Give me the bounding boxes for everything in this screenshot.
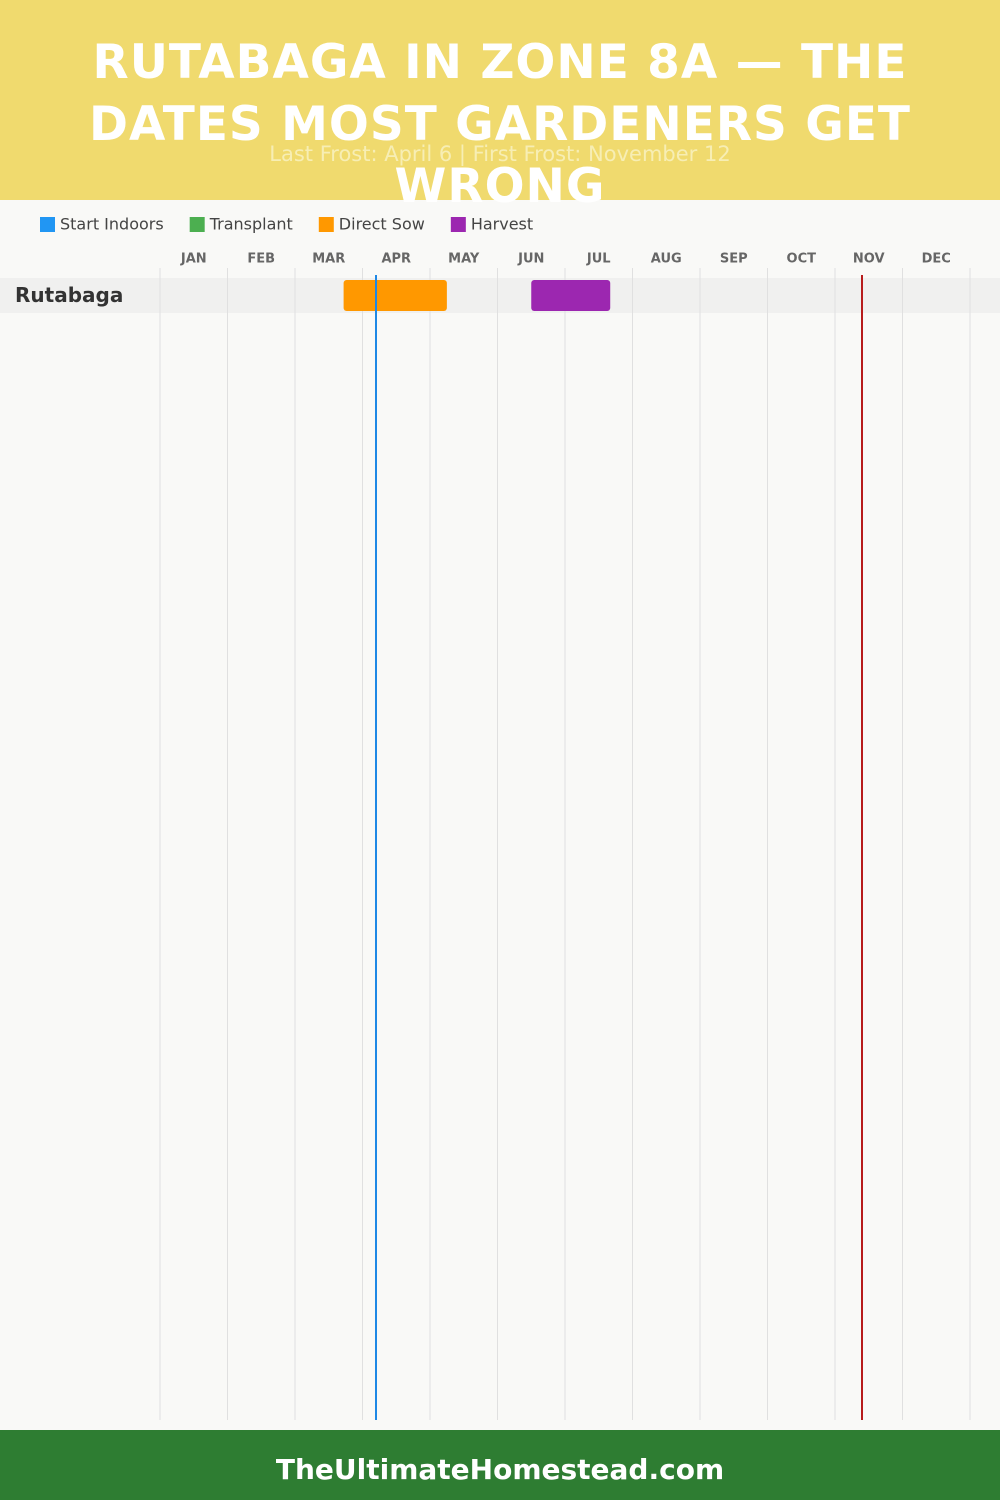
footer-text: TheUltimateHomestead.com [276,1453,724,1486]
x-tick-label: DEC [922,252,951,267]
phase-bar [531,280,611,311]
chart-background [0,200,1000,1430]
legend-swatch [450,217,466,232]
x-tick-label: FEB [247,252,275,267]
x-tick-label: OCT [787,252,817,267]
legend-label: Direct Sow [339,215,425,234]
legend-swatch [40,217,55,232]
x-tick-label: JUN [517,252,544,267]
subtitle: Last Frost: April 6 | First Frost: Novem… [269,142,730,167]
legend-swatch [318,217,334,232]
row-band [0,278,1000,313]
phase-bar [343,280,447,311]
x-tick-label: APR [381,252,411,267]
x-tick-label: SEP [720,252,748,267]
x-tick-label: JAN [180,252,207,267]
x-tick-label: MAR [312,252,345,267]
header-band [0,0,1000,200]
x-tick-label: NOV [853,252,885,267]
legend-label: Start Indoors [60,215,164,234]
legend-swatch [189,217,205,232]
legend-label: Transplant [209,215,293,234]
chart-title: RUTABAGA IN ZONE 8A — THE DATES MOST GAR… [89,35,911,214]
legend-label: Harvest [471,215,533,234]
x-tick-label: JUL [586,252,611,267]
x-tick-label: AUG [651,252,682,267]
crop-label: Rutabaga [15,283,123,307]
footer-band [0,1430,1000,1500]
x-tick-label: MAY [448,252,480,267]
